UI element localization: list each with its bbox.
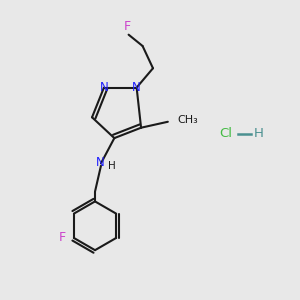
Text: Cl: Cl <box>219 127 232 140</box>
Text: N: N <box>96 156 105 169</box>
Text: F: F <box>59 231 66 244</box>
Text: F: F <box>124 20 131 33</box>
Text: H: H <box>108 161 116 171</box>
Text: N: N <box>132 81 141 94</box>
Text: CH₃: CH₃ <box>177 115 198 125</box>
Text: H: H <box>254 127 263 140</box>
Text: N: N <box>100 81 108 94</box>
